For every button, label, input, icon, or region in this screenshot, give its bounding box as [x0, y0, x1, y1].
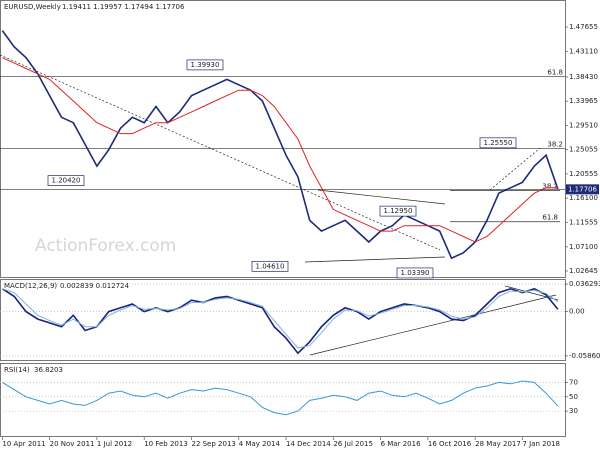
fib-label: 38.2 — [547, 141, 563, 149]
last-price-label: 1.17706 — [568, 185, 597, 193]
y-tick-label: 1.11555 — [569, 219, 598, 227]
panel-title: MACD(12,26,9) — [4, 282, 57, 290]
panel-quote: 0.002839 0.012724 — [60, 282, 130, 290]
trend-line — [304, 256, 446, 263]
series-line — [1, 287, 559, 355]
trend-line — [317, 189, 446, 205]
y-tick-label: 1.25055 — [569, 146, 598, 154]
annotation-label: 1.39930 — [191, 61, 220, 69]
series-line — [2, 288, 559, 349]
x-tick-label: 1 Jul 2012 — [97, 440, 132, 448]
y-tick-label: 1.16100 — [569, 194, 598, 202]
trend-line — [0, 54, 441, 251]
y-tick-label: 1.02645 — [569, 267, 598, 275]
fib-label: 38.2 — [542, 183, 558, 191]
y-tick-label: 50 — [569, 393, 578, 401]
annotation-box — [479, 137, 517, 149]
y-tick-label: 1.20555 — [569, 170, 598, 178]
annotation-box — [186, 59, 224, 71]
series-line — [1, 30, 559, 260]
annotation-box — [47, 175, 85, 186]
annotation-label: 1.04610 — [256, 262, 285, 270]
y-tick-label: 1.47655 — [569, 23, 598, 31]
annotation-label: 1.12950 — [384, 207, 413, 215]
x-tick-label: 22 Sep 2013 — [191, 440, 235, 448]
y-tick-label: 0.00 — [569, 308, 585, 316]
y-tick-label: 70 — [569, 378, 578, 386]
annotation-box — [379, 205, 417, 217]
series-line — [2, 57, 558, 243]
series-line — [2, 380, 559, 416]
y-tick-label: 0.036293 — [569, 280, 600, 288]
x-tick-label: 28 May 2017 — [475, 440, 521, 448]
annotation-box — [251, 260, 289, 272]
panel-title: EURUSD,Weekly — [4, 3, 61, 11]
panel-quote: 1.19411 1.19957 1.17494 1.17706 — [62, 3, 185, 11]
y-tick-label: 1.43110 — [569, 48, 598, 56]
fib-label: 61.8 — [547, 69, 563, 77]
y-tick-label: -0.058606 — [569, 352, 600, 360]
panel-quote: 36.8203 — [34, 366, 63, 374]
x-tick-label: 7 Jan 2018 — [522, 440, 560, 448]
annotation-label: 1.25550 — [484, 139, 513, 147]
y-tick-label: 1.07100 — [569, 243, 598, 251]
rsi-panel — [0, 363, 566, 437]
x-tick-label: 4 May 2014 — [239, 440, 281, 448]
last-price-box — [566, 184, 599, 195]
x-tick-label: 16 Oct 2016 — [428, 440, 472, 448]
panel-title: RSI(14) — [4, 366, 30, 374]
y-tick-label: 30 — [569, 407, 578, 415]
x-tick-label: 20 Nov 2011 — [50, 440, 95, 448]
price-panel — [0, 0, 566, 278]
fib-label: 61.8 — [542, 214, 558, 222]
annotation-label: 1.03390 — [401, 269, 430, 277]
watermark: ActionForex.com — [35, 236, 176, 256]
x-tick-label: 14 Dec 2014 — [286, 440, 331, 448]
x-tick-label: 10 Feb 2013 — [144, 440, 188, 448]
annotation-box — [396, 267, 434, 279]
trend-line — [309, 294, 557, 356]
y-tick-label: 1.33965 — [569, 97, 598, 105]
annotation-label: 1.20420 — [52, 177, 81, 185]
x-tick-label: 26 Jul 2015 — [333, 440, 373, 448]
x-tick-label: 6 Mar 2016 — [381, 440, 421, 448]
macd-panel — [0, 279, 566, 361]
y-tick-label: 1.29510 — [569, 121, 598, 129]
x-tick-label: 10 Apr 2011 — [2, 440, 45, 448]
y-tick-label: 1.38430 — [569, 73, 598, 81]
trend-line — [489, 147, 541, 191]
